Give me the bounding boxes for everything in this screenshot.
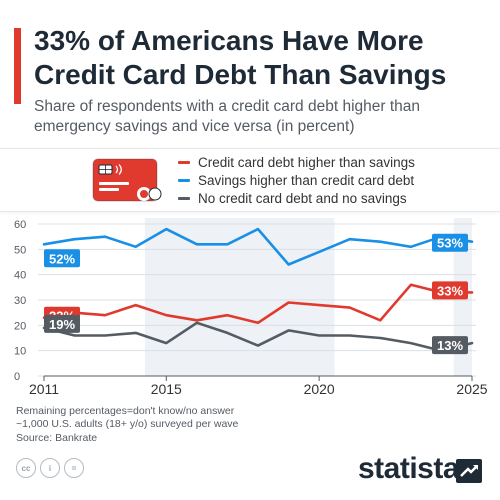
cc-icon: cc xyxy=(16,458,36,478)
legend-item-savings: Savings higher than credit card debt xyxy=(178,171,414,189)
end-label-box-1 xyxy=(432,281,468,300)
legend xyxy=(0,148,500,212)
accent-bar xyxy=(14,28,21,104)
shaded-period-0 xyxy=(144,218,335,376)
y-tick-label-20: 20 xyxy=(14,320,26,332)
end-label-0: 53% xyxy=(437,236,463,251)
nd-icon: = xyxy=(64,458,84,478)
statista-arrow-icon xyxy=(456,459,482,483)
legend-label-debt: Credit card debt higher than savings xyxy=(198,154,415,170)
legend-swatch-none xyxy=(178,196,190,200)
legend-item-none: No credit card debt and no savings xyxy=(178,189,407,207)
x-tick-label-2025: 2025 xyxy=(456,381,487,397)
series-line-1 xyxy=(42,283,474,325)
end-label-1: 33% xyxy=(437,283,463,298)
x-tick-label-2020: 2020 xyxy=(304,381,335,397)
x-tick-label-2011: 2011 xyxy=(29,381,59,397)
end-label-2: 13% xyxy=(437,338,463,353)
start-label-box-2 xyxy=(44,314,80,333)
series-line-0 xyxy=(42,227,474,266)
legend-label-none: No credit card debt and no savings xyxy=(198,190,407,206)
source-note: Source: Bankrate xyxy=(16,432,98,444)
end-label-box-0 xyxy=(432,233,468,252)
page-subtitle: Share of respondents with a credit card … xyxy=(34,98,421,135)
page-title: 33% of Americans Have More Credit Card D… xyxy=(34,25,447,90)
y-tick-label-50: 50 xyxy=(14,244,26,256)
start-label-box-0 xyxy=(44,249,80,268)
by-icon: i xyxy=(40,458,60,478)
footnote-remaining: Remaining percentages=don't know/no answ… xyxy=(16,405,235,417)
start-label-2: 19% xyxy=(49,317,75,332)
y-tick-label-0: 0 xyxy=(14,371,20,383)
legend-label-savings: Savings higher than credit card debt xyxy=(198,172,415,188)
legend-item-debt: Credit card debt higher than savings xyxy=(178,153,415,171)
legend-swatch-debt xyxy=(178,160,190,164)
end-label-box-2 xyxy=(432,336,468,355)
legend-swatch-savings xyxy=(178,178,190,182)
x-tick-label-2015: 2015 xyxy=(151,381,182,397)
y-tick-label-30: 30 xyxy=(14,295,26,307)
series-line-2 xyxy=(42,321,474,352)
line-chart: 0102030405060201120152020202552%53%23%33… xyxy=(14,218,488,397)
credit-card-icon xyxy=(92,158,162,202)
y-tick-label-10: 10 xyxy=(14,346,26,358)
footnote-sample: ~1,000 U.S. adults (18+ y/o) surveyed pe… xyxy=(16,418,239,430)
license-icons: cc i = xyxy=(16,458,84,478)
y-tick-label-40: 40 xyxy=(14,270,26,282)
start-label-0: 52% xyxy=(49,251,75,266)
statista-logo: statista xyxy=(358,452,460,485)
y-tick-label-60: 60 xyxy=(14,219,26,231)
